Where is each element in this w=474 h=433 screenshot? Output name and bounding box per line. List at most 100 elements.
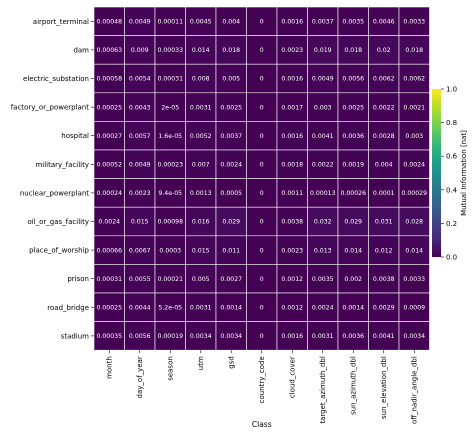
cell-value-label: 0.00029 bbox=[401, 190, 427, 197]
cell-value-label: 0.00031 bbox=[96, 276, 122, 283]
cell-value-label: 0.0031 bbox=[190, 305, 212, 312]
heatmap-cell-labels: 0.00048 0.0049 0.00011 0.0045 0.004 0 0.0016 0.… bbox=[96, 19, 427, 341]
cell-value-label: 0.00052 bbox=[96, 162, 122, 169]
cell-value-label: 0.0012 bbox=[281, 276, 303, 283]
heatmap-cell bbox=[368, 292, 400, 322]
y-tick-label: stadium bbox=[61, 332, 90, 340]
x-tick-label: utm bbox=[197, 356, 205, 370]
cell-value-label: 0.0057 bbox=[129, 133, 151, 140]
heatmap-cell bbox=[307, 178, 339, 208]
cell-value-label: 0.00023 bbox=[157, 162, 183, 169]
y-tick-label: road_bridge bbox=[47, 304, 89, 312]
colorbar-tick-label: 1.0 bbox=[446, 86, 457, 94]
heatmap-cell bbox=[276, 206, 308, 237]
cell-value-label: 0.00013 bbox=[310, 190, 336, 197]
heatmap-cell bbox=[154, 178, 186, 208]
colorbar-tick-label: 0.2 bbox=[446, 220, 457, 228]
cell-value-label: 0 bbox=[260, 47, 264, 54]
cell-value-label: 0.0035 bbox=[312, 276, 334, 283]
cell-value-label: 0.0023 bbox=[281, 247, 303, 254]
heatmap-cell bbox=[337, 92, 369, 122]
cell-value-label: 0.014 bbox=[405, 247, 423, 254]
heatmap-cell bbox=[276, 121, 308, 151]
cell-value-label: 0.0022 bbox=[312, 162, 334, 169]
y-tick-label: hospital bbox=[61, 132, 89, 140]
colorbar-gradient bbox=[432, 89, 441, 257]
heatmap-cell bbox=[337, 292, 369, 322]
cell-value-label: 0 bbox=[260, 276, 264, 283]
heatmap-cell bbox=[368, 235, 400, 265]
cell-value-label: 0.0062 bbox=[373, 76, 395, 83]
cell-value-label: 0.031 bbox=[375, 219, 393, 226]
cell-value-label: 0.016 bbox=[192, 219, 210, 226]
colorbar: 0.0 0.2 0.4 0.6 0.8 1.0 Mutual Information [na… bbox=[432, 86, 468, 262]
cell-value-label: 0.0031 bbox=[190, 104, 212, 111]
cell-value-label: 0 bbox=[260, 162, 264, 169]
cell-value-label: 0.00027 bbox=[96, 133, 122, 140]
cell-value-label: 0.0067 bbox=[129, 247, 151, 254]
cell-value-label: 0.009 bbox=[131, 47, 149, 54]
heatmap-cell bbox=[154, 321, 186, 351]
cell-value-label: 0.0044 bbox=[129, 305, 151, 312]
y-tick-label: oil_or_gas_facility bbox=[27, 218, 89, 226]
cell-value-label: 0.0052 bbox=[190, 133, 212, 140]
cell-value-label: 0.0016 bbox=[281, 133, 303, 140]
cell-value-label: 0.011 bbox=[222, 247, 240, 254]
heatmap-cell bbox=[398, 264, 430, 294]
heatmap-cell bbox=[124, 178, 156, 208]
x-tick-label: month bbox=[106, 356, 114, 379]
heatmap-cell bbox=[276, 92, 308, 122]
cell-value-label: 0.0036 bbox=[342, 333, 364, 340]
x-tick-label: sun_azimuth_dbl bbox=[350, 356, 358, 415]
cell-value-label: 0.0024 bbox=[220, 162, 242, 169]
heatmap-cell bbox=[246, 92, 278, 122]
colorbar-tick-label: 0.8 bbox=[446, 119, 457, 127]
heatmap-cell bbox=[93, 6, 125, 36]
cell-value-label: 0.0016 bbox=[281, 76, 303, 83]
heatmap-cell bbox=[276, 63, 308, 94]
heatmap-cell bbox=[368, 35, 400, 65]
cell-value-label: 0.0041 bbox=[373, 333, 395, 340]
heatmap-cell bbox=[337, 149, 369, 179]
heatmap-cell bbox=[337, 178, 369, 208]
cell-value-label: 0.0037 bbox=[312, 19, 334, 26]
cell-value-label: 0.0038 bbox=[281, 219, 303, 226]
heatmap-cell bbox=[337, 35, 369, 65]
cell-value-label: 0.0025 bbox=[342, 104, 364, 111]
colorbar-tick-label: 0.4 bbox=[446, 186, 458, 194]
cell-value-label: 0.005 bbox=[222, 76, 240, 83]
cell-value-label: 0.00021 bbox=[157, 276, 183, 283]
cell-value-label: 9.4e-05 bbox=[158, 190, 182, 197]
heatmap-cell bbox=[337, 264, 369, 294]
cell-value-label: 0.0056 bbox=[129, 333, 151, 340]
cell-value-label: 0.0062 bbox=[403, 76, 425, 83]
x-axis-label: Class bbox=[252, 420, 272, 429]
cell-value-label: 0.0049 bbox=[129, 19, 151, 26]
heatmap-cell bbox=[124, 6, 156, 36]
cell-value-label: 0.00011 bbox=[157, 19, 183, 26]
cell-value-label: 0.00098 bbox=[157, 219, 183, 226]
heatmap-cell bbox=[246, 149, 278, 179]
cell-value-label: 0.0031 bbox=[312, 333, 334, 340]
y-tick-label: dam bbox=[73, 46, 89, 54]
cell-value-label: 0 bbox=[260, 333, 264, 340]
cell-value-label: 0.0021 bbox=[403, 104, 425, 111]
cell-value-label: 0 bbox=[260, 305, 264, 312]
cell-value-label: 0.0056 bbox=[342, 76, 364, 83]
cell-value-label: 0.0009 bbox=[403, 305, 425, 312]
cell-value-label: 0.0041 bbox=[312, 133, 334, 140]
heatmap-cell bbox=[215, 321, 247, 351]
heatmap-cell bbox=[154, 235, 186, 265]
y-tick-label: place_of_worship bbox=[29, 247, 89, 255]
cell-value-label: 0.0016 bbox=[281, 333, 303, 340]
cell-value-label: 0.0029 bbox=[373, 305, 395, 312]
heatmap-cell bbox=[93, 206, 125, 237]
heatmap-cell bbox=[398, 63, 430, 94]
heatmap-cell bbox=[368, 321, 400, 351]
heatmap-cell bbox=[93, 35, 125, 65]
x-tick-label: target_azimuth_dbl bbox=[319, 356, 327, 424]
heatmap-cell bbox=[246, 6, 278, 36]
cell-value-label: 0.003 bbox=[314, 104, 332, 111]
